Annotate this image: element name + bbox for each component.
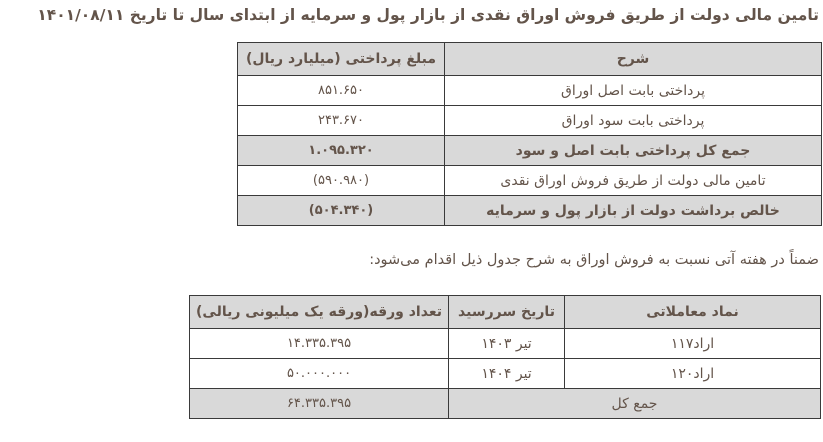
table-row: جمع کل پرداختی بابت اصل و سود ۱.۰۹۵.۳۲۰ [237,135,822,166]
header-row: نماد معاملاتی تاریخ سررسید تعداد ورقه(ور… [189,295,821,329]
payments-table-body: پرداختی بابت اصل اوراق ۸۵۱.۶۵۰ پرداختی باب… [237,75,822,226]
row-maturity: تیر ۱۴۰۴ [448,358,565,389]
row-label: تامین مالی دولت از طریق فروش اوراق نقدی [444,165,822,196]
column-header-count: تعداد ورقه(ورقه یک میلیونی ریالی) [189,295,449,329]
payments-table-header: شرح مبلغ پرداختی (میلیارد ریال) [237,42,822,76]
header-row: شرح مبلغ پرداختی (میلیارد ریال) [237,42,822,76]
row-value: ۸۵۱.۶۵۰ [237,75,445,106]
row-label: جمع کل پرداختی بابت اصل و سود [444,135,822,166]
row-label: خالص برداشت دولت از بازار پول و سرمایه [444,195,822,226]
upcoming-sales-table: نماد معاملاتی تاریخ سررسید تعداد ورقه(ور… [189,295,821,419]
row-symbol: اراد۱۱۷ [564,328,821,359]
row-count: ۱۴.۳۳۵.۳۹۵ [189,328,449,359]
table-row: خالص برداشت دولت از بازار پول و سرمایه (۵… [237,195,822,226]
column-header-symbol: نماد معاملاتی [564,295,821,329]
row-value: (۵۹۰.۹۸۰) [237,165,445,196]
upcoming-table-header: نماد معاملاتی تاریخ سررسید تعداد ورقه(ور… [189,295,821,329]
page-title: تامین مالی دولت از طریق فروش اوراق نقدی … [37,6,819,24]
table-row: اراد۱۲۰ تیر ۱۴۰۴ ۵۰.۰۰۰.۰۰۰ [189,358,821,389]
row-value: ۲۴۳.۶۷۰ [237,105,445,136]
row-symbol: اراد۱۲۰ [564,358,821,389]
row-value: ۱.۰۹۵.۳۲۰ [237,135,445,166]
total-value: ۶۴.۳۳۵.۳۹۵ [189,388,449,419]
table-row: تامین مالی دولت از طریق فروش اوراق نقدی(… [237,165,822,196]
table-row: پرداختی بابت اصل اوراق ۸۵۱.۶۵۰ [237,75,822,106]
total-label: جمع کل [448,388,821,419]
row-label: پرداختی بابت اصل اوراق [444,75,822,106]
row-maturity: تیر ۱۴۰۳ [448,328,565,359]
note-text: ضمناً در هفته آتی نسبت به فروش اوراق به … [369,252,819,268]
column-header-amount: مبلغ پرداختی (میلیارد ریال) [237,42,445,76]
table-row: پرداختی بابت سود اوراق ۲۴۳.۶۷۰ [237,105,822,136]
table-row: اراد۱۱۷ تیر ۱۴۰۳ ۱۴.۳۳۵.۳۹۵ [189,328,821,359]
upcoming-table-body: اراد۱۱۷ تیر ۱۴۰۳ ۱۴.۳۳۵.۳۹۵ اراد۱۲۰ تیر ۱۴۰۴… [189,328,821,389]
payments-table: شرح مبلغ پرداختی (میلیارد ریال) پرداختی … [237,42,822,226]
row-label: پرداختی بابت سود اوراق [444,105,822,136]
column-header-maturity: تاریخ سررسید [448,295,565,329]
row-value: (۵۰۴.۳۴۰) [237,195,445,226]
column-header-description: شرح [444,42,822,76]
upcoming-table-total: جمع کل ۶۴.۳۳۵.۳۹۵ [189,388,821,419]
total-row: جمع کل ۶۴.۳۳۵.۳۹۵ [189,388,821,419]
row-count: ۵۰.۰۰۰.۰۰۰ [189,358,449,389]
